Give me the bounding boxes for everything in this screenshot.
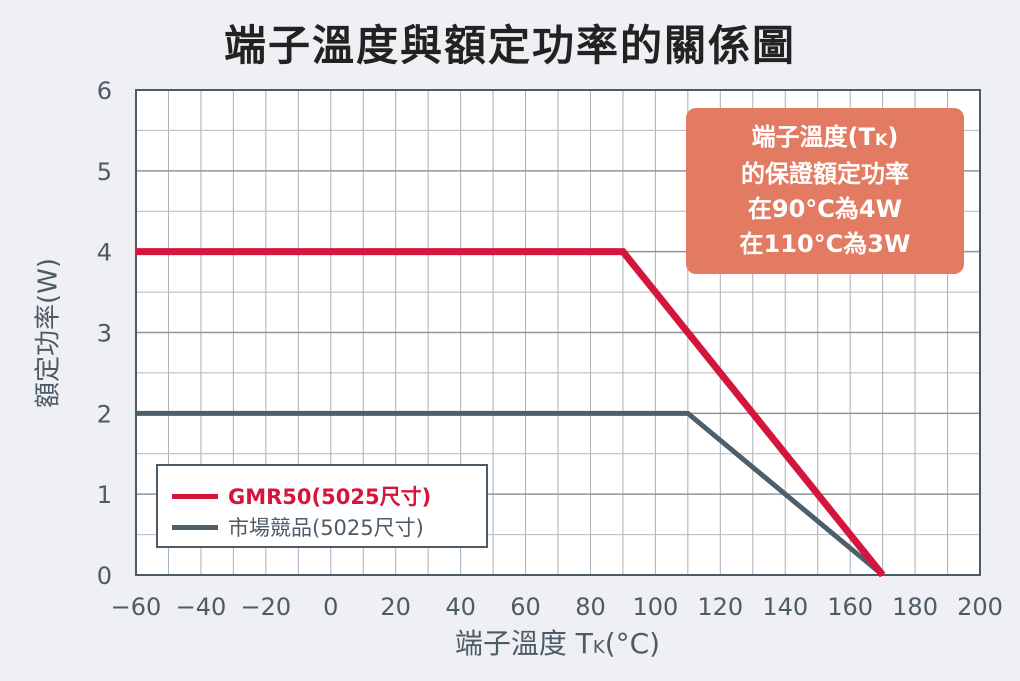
- x-tick-labels: −60 −40 −20 0 20 40 60 80 100 120 140 160 180 200: [111, 593, 1003, 621]
- x-axis-label-unit: (°C): [604, 627, 661, 660]
- annotation-line-3: 在90°C為4W: [747, 195, 903, 223]
- annotation-box: 端子溫度(TK) 的保證額定功率 在90°C為4W 在110°C為3W: [686, 108, 964, 274]
- annotation-line-2: 的保證額定功率: [741, 160, 909, 188]
- y-tick-label: 1: [97, 481, 112, 509]
- series-line-gmr50: [136, 248, 886, 578]
- annotation-line-4: 在110°C為3W: [739, 230, 911, 258]
- x-axis-label: 端子溫度 TK(°C): [0, 622, 1020, 662]
- y-tick-label: 0: [97, 562, 112, 590]
- x-tick-label: 140: [762, 593, 808, 621]
- y-axis-label: 額定功率(W): [33, 258, 64, 408]
- y-tick-label: 5: [97, 158, 112, 186]
- x-tick-label: 160: [827, 593, 873, 621]
- x-tick-label: 0: [323, 593, 338, 621]
- x-tick-label: 60: [510, 593, 541, 621]
- y-tick-labels: 0 1 2 3 4 5 6: [97, 77, 112, 590]
- x-tick-label: 100: [632, 593, 678, 621]
- chart-title: 端子溫度與額定功率的關係圖: [223, 21, 796, 70]
- x-tick-label: 40: [445, 593, 476, 621]
- plot-frame: [135, 89, 981, 576]
- x-tick-label: 20: [380, 593, 411, 621]
- legend: GMR50(5025尺寸) 市場競品(5025尺寸): [156, 464, 488, 548]
- x-axis-label-text: 端子溫度 T: [454, 627, 593, 660]
- legend-label-competitor: 市場競品(5025尺寸): [228, 516, 424, 540]
- annotation-line-1: 端子溫度(TK): [751, 123, 899, 151]
- legend-item-competitor: 市場競品(5025尺寸): [172, 512, 424, 542]
- x-tick-label: 80: [575, 593, 606, 621]
- y-tick-label: 2: [97, 400, 112, 428]
- series-line-competitor: [136, 410, 885, 577]
- y-tick-label: 6: [97, 77, 112, 105]
- series-group: [136, 248, 886, 578]
- x-tick-label: 120: [697, 593, 743, 621]
- legend-swatch-gmr50: [172, 493, 218, 499]
- x-tick-label: −60: [111, 593, 162, 621]
- x-tick-label: −40: [176, 593, 227, 621]
- y-tick-label: 3: [97, 320, 112, 348]
- y-tick-label: 4: [97, 239, 112, 267]
- legend-item-gmr50: GMR50(5025尺寸): [172, 481, 431, 511]
- x-tick-label: 200: [957, 593, 1003, 621]
- x-axis-label-subscript: K: [592, 637, 605, 658]
- legend-swatch-competitor: [172, 524, 218, 530]
- x-tick-label: 180: [892, 593, 938, 621]
- legend-label-gmr50: GMR50(5025尺寸): [228, 485, 432, 509]
- x-tick-label: −20: [241, 593, 292, 621]
